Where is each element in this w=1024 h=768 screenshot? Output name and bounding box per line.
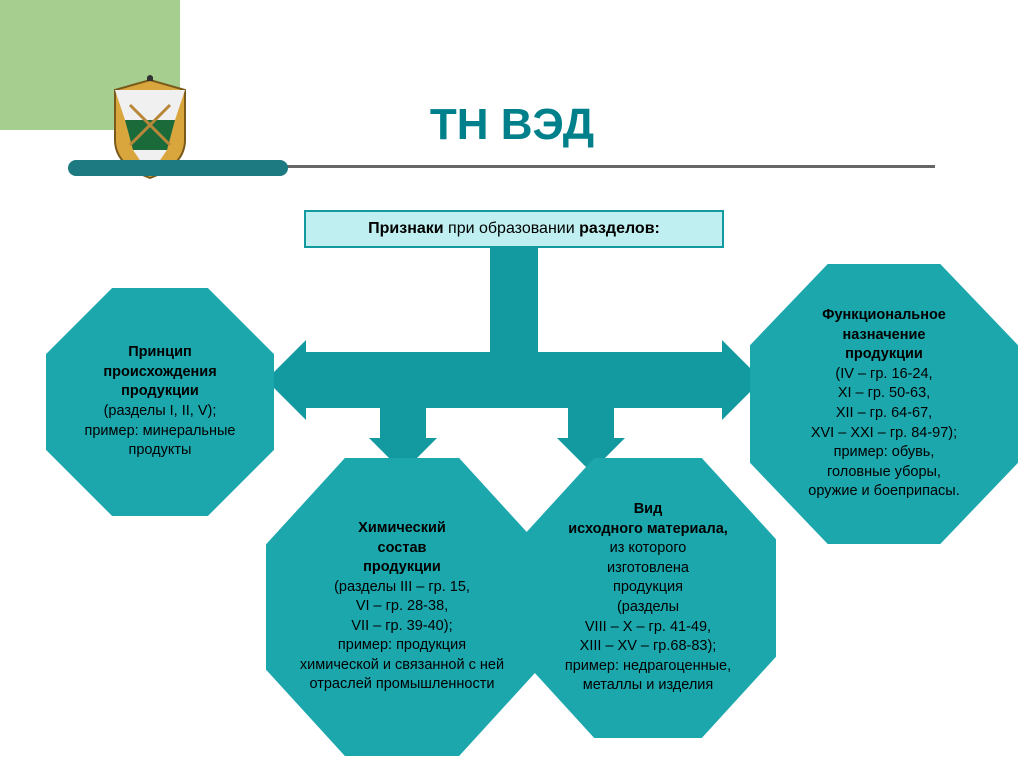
horizontal-arrow	[304, 352, 724, 408]
node-heading: Химический состав продукции	[358, 519, 446, 578]
down-arrow-right	[568, 380, 614, 440]
connector-stem	[490, 248, 538, 352]
root-mid: при образовании	[444, 220, 580, 237]
rule-cap	[68, 160, 288, 176]
node-heading: Вид исходного материала,	[568, 500, 728, 539]
node-source-material: Вид исходного материала, из которого изг…	[520, 458, 776, 738]
node-body: (IV – гр. 16-24, XI – гр. 50-63, XII – г…	[808, 365, 959, 502]
node-heading: Принцип происхождения продукции	[103, 343, 216, 402]
node-chemical-composition: Химический состав продукции (разделы III…	[266, 458, 538, 756]
root-pre: Признаки	[368, 220, 443, 237]
node-functional-purpose: Функциональное назначение продукции (IV …	[750, 264, 1018, 544]
node-heading: Функциональное назначение продукции	[822, 306, 946, 365]
node-body: (разделы I, II, V); пример: минеральные …	[85, 402, 236, 461]
page-title: ТН ВЭД	[0, 100, 1024, 150]
root-node: Признаки при образовании разделов:	[304, 210, 724, 248]
node-body: (разделы III – гр. 15, VI – гр. 28-38, V…	[300, 578, 504, 695]
root-post: разделов:	[579, 220, 660, 237]
node-body: из которого изготовлена продукция (разде…	[565, 539, 731, 696]
down-arrow-left	[380, 380, 426, 440]
node-origin-principle: Принцип происхождения продукции (разделы…	[46, 288, 274, 516]
